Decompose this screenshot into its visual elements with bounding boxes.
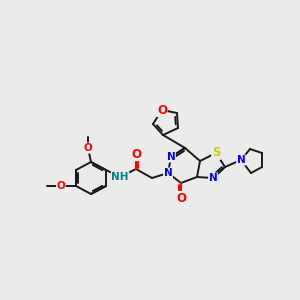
- Text: N: N: [167, 152, 176, 162]
- Text: O: O: [57, 181, 65, 191]
- Text: O: O: [176, 191, 186, 205]
- Text: NH: NH: [111, 172, 129, 182]
- Text: S: S: [212, 146, 220, 160]
- Text: N: N: [208, 173, 217, 183]
- Text: N: N: [164, 168, 172, 178]
- Text: O: O: [84, 143, 92, 153]
- Text: O: O: [131, 148, 141, 160]
- Text: O: O: [157, 103, 167, 116]
- Text: N: N: [237, 155, 245, 165]
